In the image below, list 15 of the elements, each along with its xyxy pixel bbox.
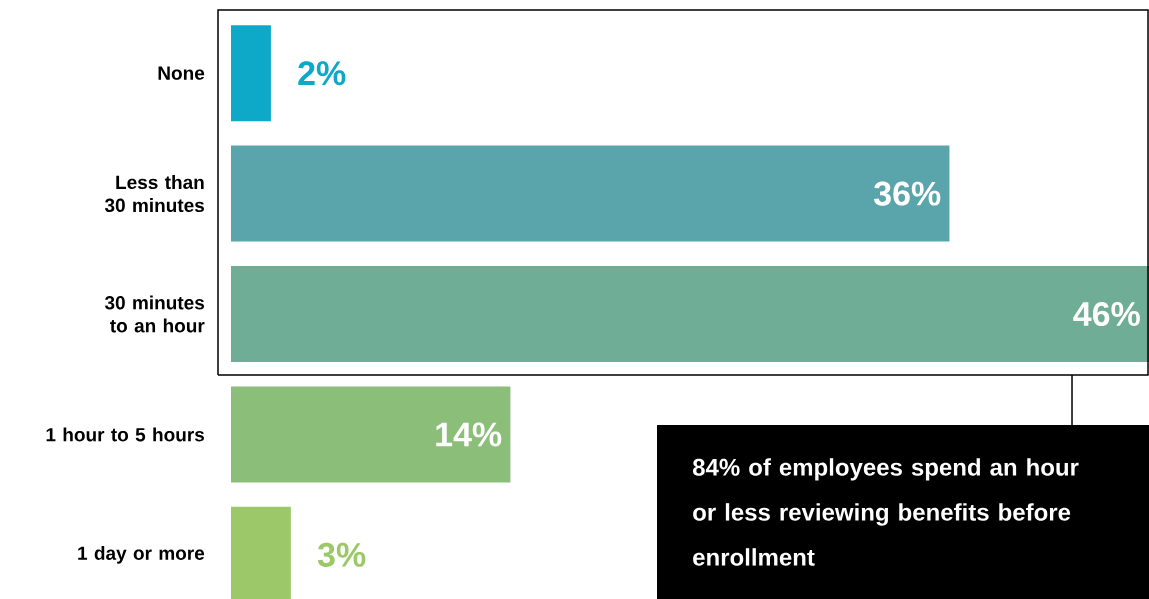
data-label: 3% [317,542,366,567]
bar [231,145,950,242]
y-tick-label: 1 hour to 5 hours [46,427,205,442]
data-label: 36% [873,181,941,206]
data-label: 46% [1073,301,1140,327]
data-label: 14% [436,422,502,447]
y-tick-label: None [158,66,205,80]
y-tick-label: Less than 30 minutes [104,175,204,213]
data-label: 2% [298,61,346,86]
annotation: 84% of employees spend an hour or less reviewing benefits before enrollment [692,458,1079,566]
y-tick-label: 1 day or more [78,545,205,564]
bar [231,25,271,122]
y-tick-label: 30 minutes to an hour [104,295,205,333]
bar [231,386,511,483]
bar [231,266,1149,363]
